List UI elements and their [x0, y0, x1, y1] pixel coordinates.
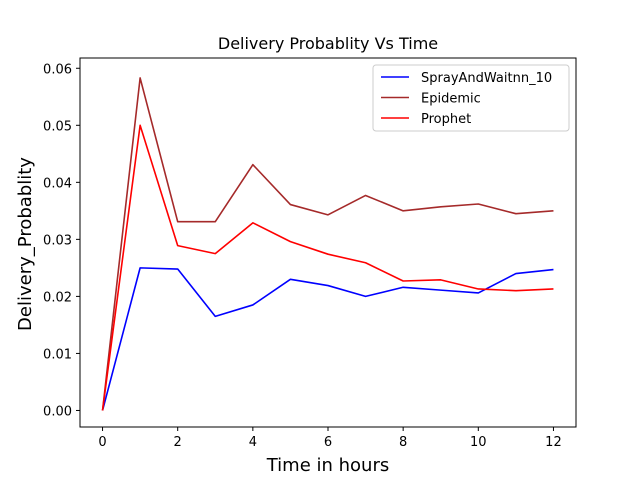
x-tick-label: 4 — [249, 435, 257, 450]
y-axis: 0.00 0.01 0.02 0.03 0.04 0.05 0.06 — [43, 62, 80, 419]
series-line-2 — [101, 77, 554, 411]
legend-box — [372, 64, 570, 132]
x-tick-label: 6 — [324, 435, 332, 450]
plot-lines — [101, 77, 554, 411]
legend-label: Prophet — [421, 112, 471, 127]
chart-title: Delivery Probablity Vs Time — [218, 34, 438, 53]
y-tick-label: 0.01 — [43, 347, 72, 362]
y-axis-label: Delivery_Probablity — [15, 157, 36, 331]
x-axis-label: Time in hours — [266, 455, 390, 476]
y-tick-label: 0.05 — [43, 119, 72, 134]
x-tick-label: 12 — [545, 435, 562, 450]
series-line-3 — [101, 124, 554, 411]
y-tick-label: 0.06 — [43, 62, 72, 77]
x-tick-label: 2 — [174, 435, 182, 450]
y-tick-label: 0.00 — [43, 404, 72, 419]
legend: SprayAndWaitnn_10 Epidemic Prophet — [372, 64, 570, 132]
legend-label: SprayAndWaitnn_10 — [421, 71, 552, 86]
y-tick-label: 0.03 — [43, 233, 72, 248]
y-tick-label: 0.02 — [43, 290, 72, 305]
x-tick-label: 8 — [399, 435, 407, 450]
y-tick-label: 0.04 — [43, 176, 72, 191]
x-tick-label: 10 — [470, 435, 487, 450]
x-axis: 0 2 4 6 8 10 12 — [98, 427, 562, 450]
legend-label: Epidemic — [421, 92, 481, 107]
series-line-1 — [101, 267, 554, 411]
x-tick-label: 0 — [98, 435, 106, 450]
